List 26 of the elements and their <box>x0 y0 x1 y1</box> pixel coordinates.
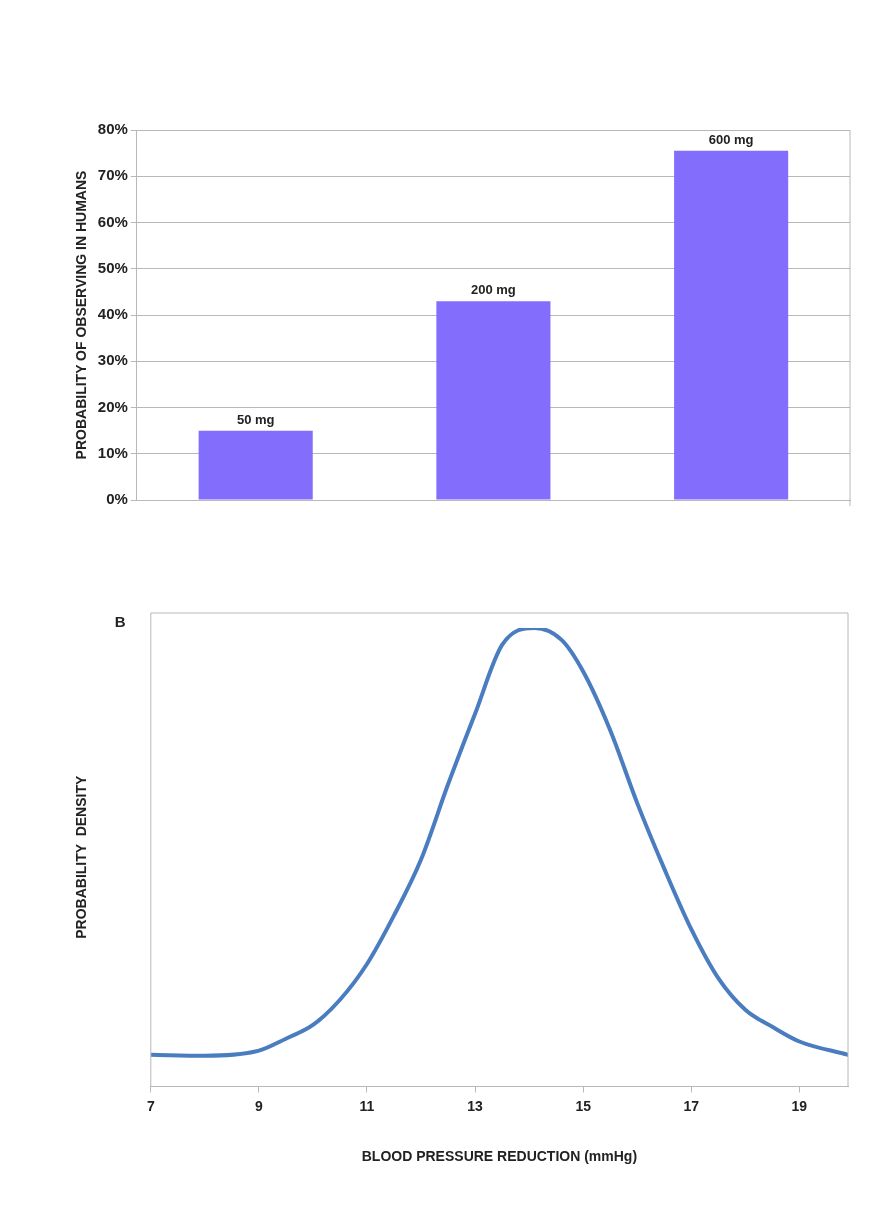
y-tick-label: 0% <box>106 490 128 508</box>
chart-title: B <box>114 612 126 630</box>
y-axis-title: PROBABILITY OF OBSERVING IN HUMANS <box>73 170 90 460</box>
bar <box>674 150 789 500</box>
x-tick-label: 17 <box>683 1097 700 1114</box>
y-tick-label: 20% <box>97 397 128 415</box>
x-tick-label: 11 <box>359 1097 375 1114</box>
bar <box>436 301 551 500</box>
bar <box>198 430 313 500</box>
x-tick-label: 50 mg <box>236 411 275 427</box>
y-tick-label: 10% <box>97 443 128 461</box>
x-tick-label: 9 <box>254 1097 263 1114</box>
y-tick-label: 30% <box>97 351 128 369</box>
x-tick-label: 15 <box>575 1097 592 1114</box>
x-tick-label: 13 <box>467 1097 484 1114</box>
y-tick-label: 60% <box>97 212 128 230</box>
y-tick-label: 40% <box>97 305 128 323</box>
y-axis-title: PROBABILITY DENSITY <box>73 774 90 939</box>
y-tick-label: 70% <box>97 166 128 184</box>
x-axis-title: BLOOD PRESSURE REDUCTION (mmHg) <box>361 1148 638 1165</box>
y-tick-label: 80% <box>97 120 128 138</box>
x-tick-label: 200 mg <box>471 282 516 298</box>
x-tick-label: 600 mg <box>708 131 754 147</box>
x-tick-label: 7 <box>146 1097 155 1114</box>
y-tick-label: 50% <box>97 258 128 276</box>
x-tick-label: 19 <box>791 1097 808 1114</box>
